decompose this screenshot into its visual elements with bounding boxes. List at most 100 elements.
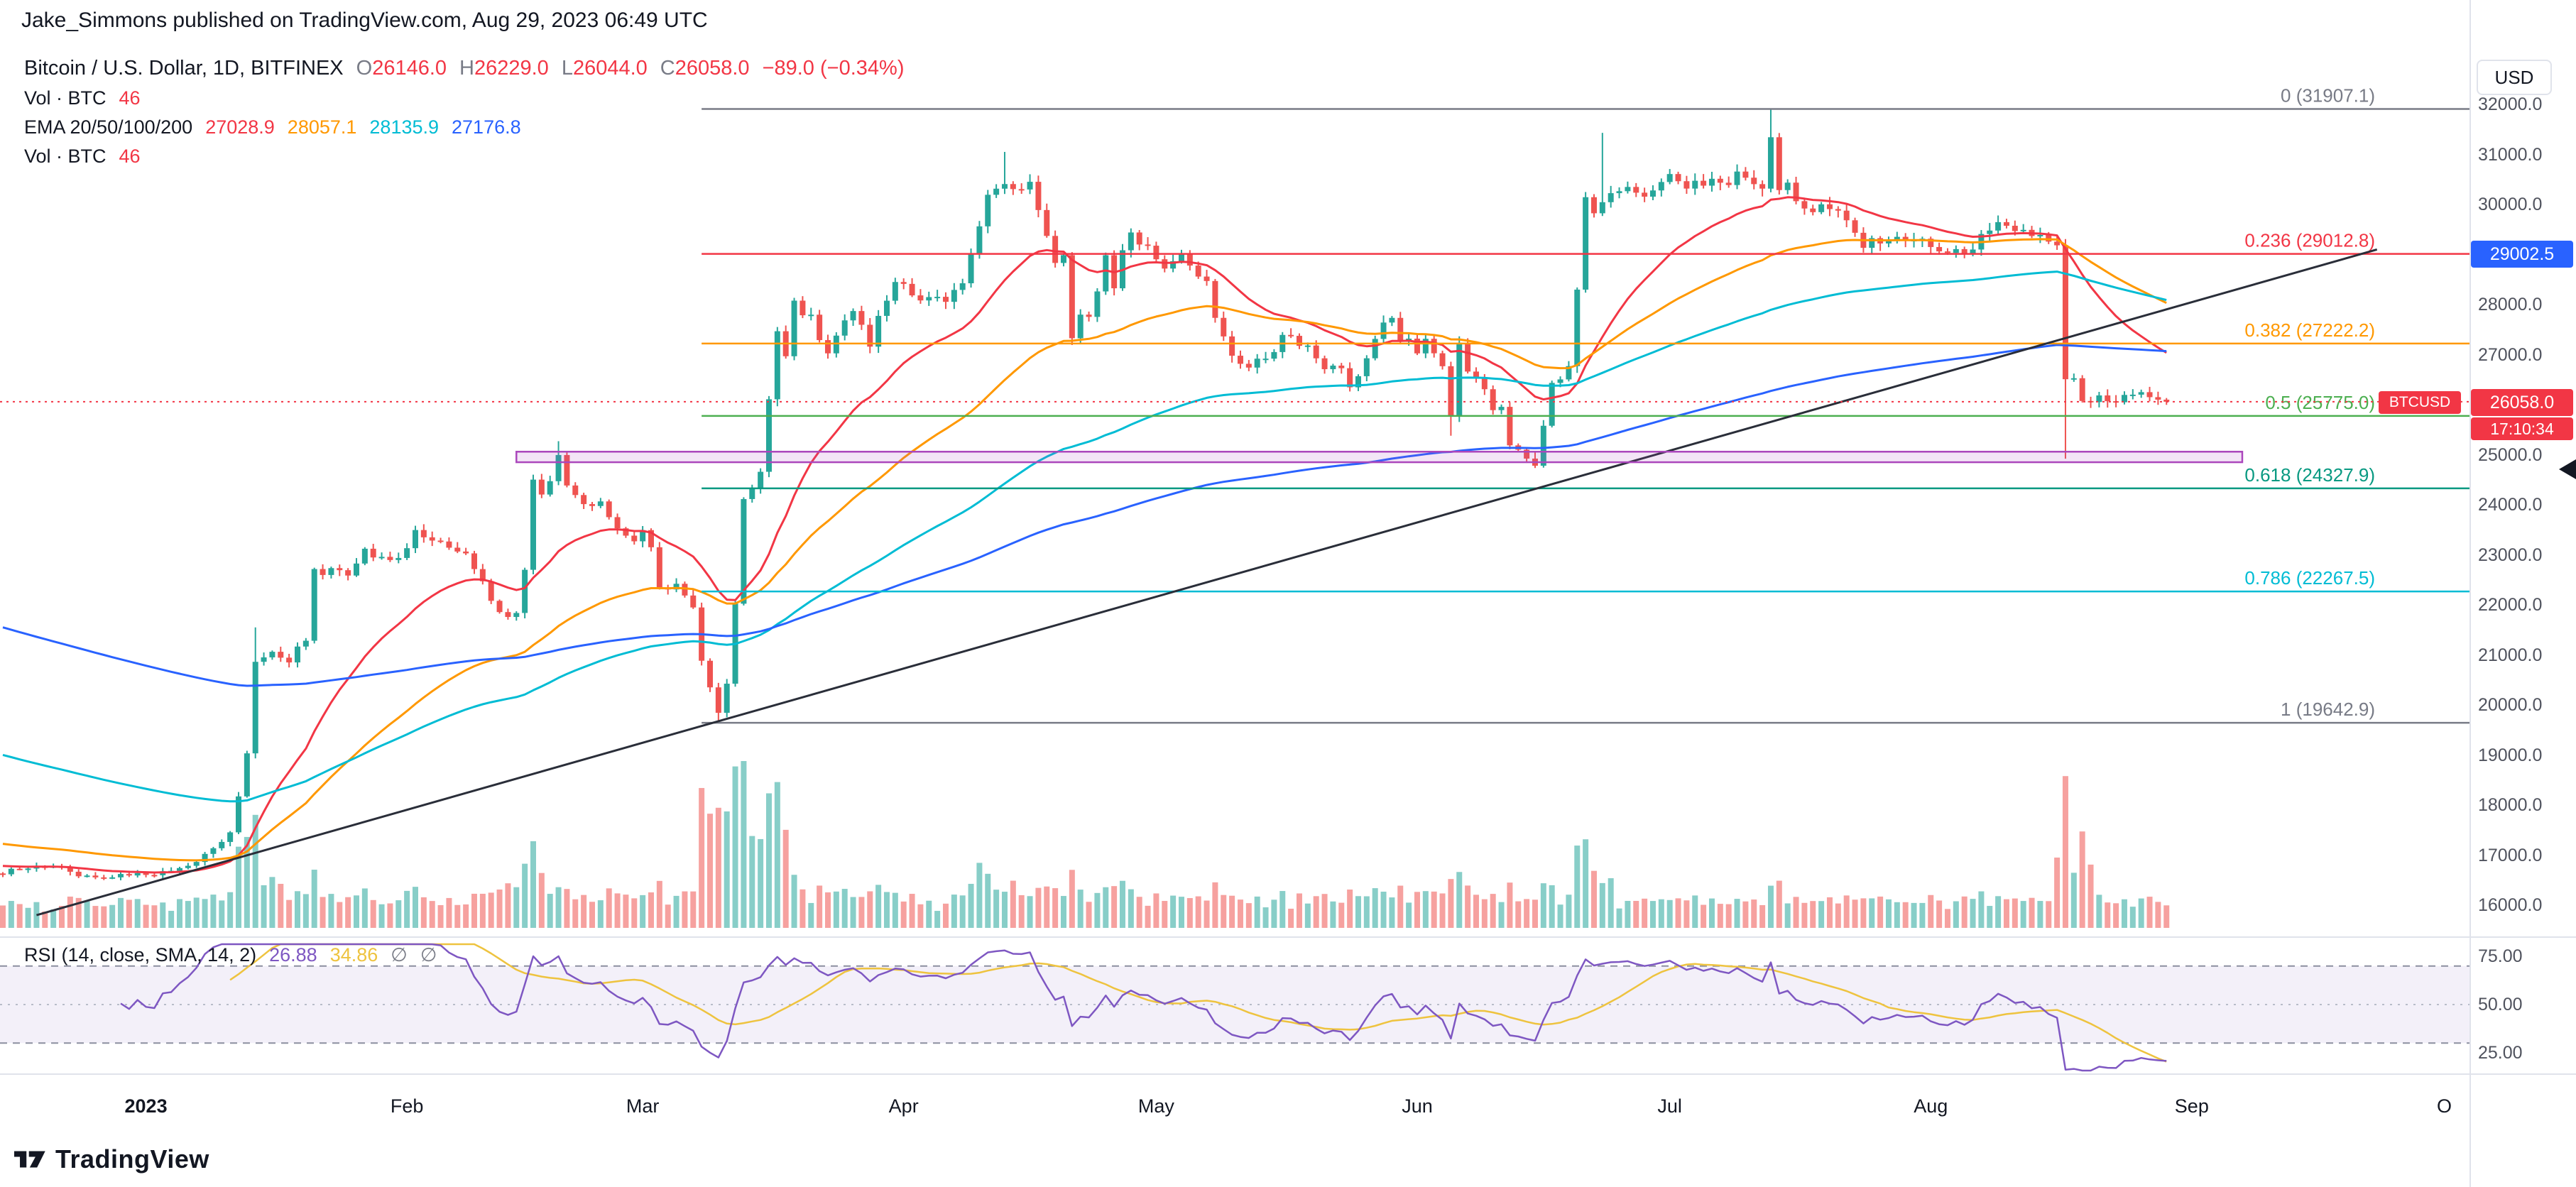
volume-legend-row: Vol · BTC 46 [24,87,904,109]
tradingview-logo[interactable]: TradingView [14,1144,209,1174]
volume-bar [1389,897,1395,928]
volume-bar [1843,895,1850,928]
candle-body [2146,392,2153,398]
volume-bar [151,905,158,928]
volume-bar [606,888,612,928]
candle-body [1414,339,1420,354]
candle-body [1363,358,1370,376]
rsi-tick-label: 50.00 [2478,995,2523,1014]
volume-bar [1666,899,1673,928]
volume-bar [1767,885,1774,928]
candle-body [2079,378,2085,401]
candle-body [1380,322,1387,339]
candle-body [2163,399,2170,402]
candle-body [1490,389,1496,410]
ema-line-50 [2,238,2167,862]
candle-body [1524,449,1530,459]
candle-body [202,853,208,863]
time-tick-label: Mar [626,1095,660,1117]
ohlc-high: H 26229.0 [459,57,549,80]
volume-bar [1953,901,1959,928]
volume-bar [951,895,957,928]
time-tick-label: Jul [1657,1095,1682,1117]
candle-body [1944,251,1950,253]
volume-label-2[interactable]: Vol · BTC [24,146,107,167]
candle-body [1666,174,1673,182]
candle-body [2105,395,2111,402]
volume-bar [1826,897,1833,928]
volume-bar [1532,899,1538,928]
volume-bar [1987,906,1993,928]
volume-bar [1044,886,1050,928]
candle-body [479,569,486,581]
volume-bar [699,787,705,928]
volume-bar [1052,888,1059,928]
candle-body [1574,289,1581,366]
volume-bar [404,890,410,928]
candle-body [926,297,932,301]
volume-label[interactable]: Vol · BTC [24,87,107,109]
candle-body [361,548,368,564]
volume-bar [564,889,570,928]
candle-body [858,311,865,325]
candle-body [420,530,427,537]
candle-body [597,501,604,506]
volume-bar [1869,898,1875,928]
candle-body [2054,241,2061,246]
volume-bar [1936,900,1943,928]
currency-toggle-button[interactable]: USD [2477,60,2552,95]
volume-bar [1170,895,1177,928]
volume-bar [765,793,772,928]
candle-body [1498,407,1505,410]
candle-body [724,684,730,713]
candle-body [1818,204,1825,212]
rsi-sma-value: 34.86 [329,944,378,966]
volume-bar [328,894,334,928]
ema-label[interactable]: EMA 20/50/100/200 [24,116,193,138]
candle-body [185,865,191,868]
volume-bar [2155,902,2161,928]
volume-bar [1944,909,1950,928]
volume-bar [1448,879,1454,928]
candle-body [1742,171,1749,178]
volume-bar [2087,864,2094,928]
candle-body [547,481,553,495]
candle-body [1717,178,1723,183]
volume-bar [2054,857,2061,928]
candle-body [1549,383,1555,426]
rsi-value: 26.88 [269,944,317,966]
volume-bar [84,901,90,928]
candle-body [505,612,511,618]
volume-bar [1422,891,1429,928]
candle-body [1801,201,1808,209]
volume-bar [934,911,941,928]
candle-body [463,551,469,554]
volume-bar [479,893,486,928]
volume-bar [16,904,23,928]
volume-bar [1380,892,1387,928]
time-scale[interactable]: 2023 Feb Mar Apr May Jun Jul Aug Sep O [0,1074,2576,1138]
volume-bar [942,903,949,928]
volume-bar [1658,899,1664,928]
volume-bar [1195,896,1201,928]
volume-bar [302,894,309,928]
symbol-title[interactable]: Bitcoin / U.S. Dollar, 1D, BITFINEX [24,57,344,80]
candle-body [1507,407,1513,446]
volume-bar [311,870,317,928]
candle-body [572,485,579,496]
fib-level-label: 0.786 (22267.5) [2244,567,2375,589]
candle-body [395,557,402,560]
symbol-price-badge: BTCUSD [2379,391,2461,414]
volume-bar [1178,897,1184,928]
candle-body [942,297,949,302]
volume-bar [572,899,579,928]
rsi-label[interactable]: RSI (14, close, SMA, 14, 2) [24,944,257,966]
price-scale[interactable]: USD 32000.031000.030000.029000.028000.02… [2469,0,2576,1187]
candle-body [1313,345,1319,359]
volume-bar [538,873,545,928]
candle-body [117,874,124,877]
volume-bar [117,897,124,928]
candle-body [875,315,882,347]
candle-body [1759,184,1766,189]
